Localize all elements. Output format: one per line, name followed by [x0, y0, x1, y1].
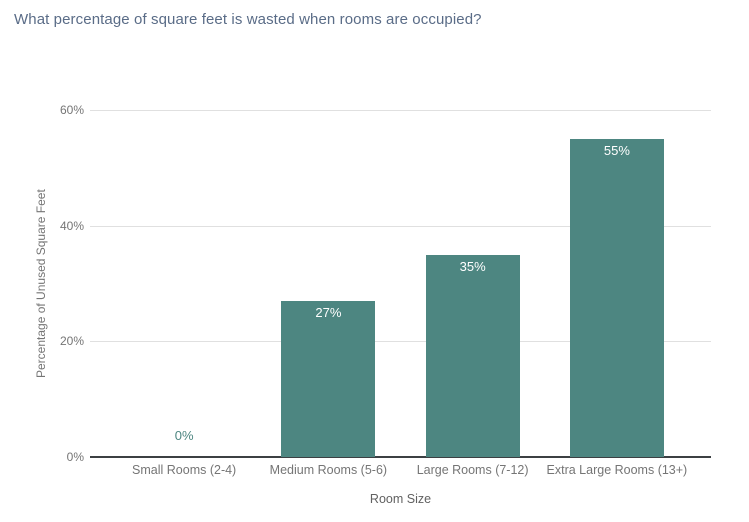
chart-title: What percentage of square feet is wasted…	[14, 11, 482, 28]
gridline-20%	[90, 341, 711, 343]
bar-value-label: 55%	[603, 142, 630, 158]
y-tick-label-20%: 20%	[59, 334, 84, 349]
y-tick-label-40%: 40%	[59, 218, 84, 233]
bar-extra-large-rooms-13[interactable]: 55%	[569, 138, 664, 457]
bar-medium-rooms-5-6[interactable]: 27%	[281, 300, 376, 457]
x-tick-label-2: Medium Rooms (5-6)	[269, 463, 388, 477]
x-tick-label-1: Small Rooms (2-4)	[132, 463, 237, 477]
x-axis-line	[90, 456, 711, 458]
bar-value-label: 0%	[174, 428, 194, 443]
gridline-60%	[90, 110, 711, 111]
bar-value-label: 27%	[315, 304, 342, 320]
bar-large-rooms-7-12[interactable]: 35%	[425, 254, 520, 457]
x-tick-label-4: Extra Large Rooms (13+)	[546, 463, 688, 477]
y-tick-label-60%: 60%	[59, 103, 84, 117]
bar-value-label: 35%	[459, 258, 486, 274]
x-axis-title: Room Size	[369, 492, 432, 506]
gridline-40%	[90, 225, 711, 227]
plot-area: 0% 27% 35% 55%	[90, 110, 711, 458]
y-axis-title: Percentage of Unused Square Feet	[34, 189, 48, 378]
y-tick-label-0%: 0%	[66, 450, 84, 464]
x-tick-label-3: Large Rooms (7-12)	[416, 463, 529, 477]
